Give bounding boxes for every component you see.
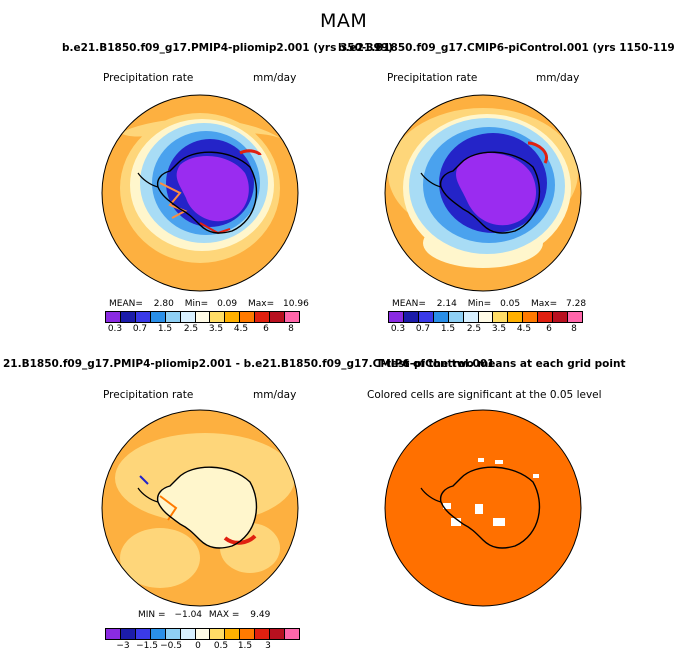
colorbar-tick-label: 3.5 bbox=[208, 324, 224, 334]
colorbar-swatch bbox=[195, 312, 211, 322]
main-title: MAM bbox=[320, 10, 368, 32]
colorbar-tick-label: 8 bbox=[571, 324, 577, 334]
diff-title: 21.B1850.f09_g17.PMIP4-pliomip2.001 - b.… bbox=[3, 358, 495, 370]
colorbar-swatch bbox=[120, 312, 136, 322]
colorbar-swatch bbox=[120, 629, 136, 639]
colorbar-tick-label: 1.5 bbox=[440, 324, 456, 334]
colorbar-top-right-labels: 0.3 0.7 1.5 2.5 3.5 4.5 6 8 bbox=[388, 324, 581, 336]
colorbar-swatch bbox=[135, 312, 151, 322]
bl-label-left: Precipitation rate bbox=[103, 389, 194, 401]
colorbar-swatch bbox=[165, 629, 181, 639]
colorbar-swatch bbox=[225, 629, 241, 639]
colorbar-tick-label: 0.5 bbox=[213, 641, 229, 651]
colorbar-tick-label: −0.5 bbox=[160, 641, 182, 651]
map-bottom-left bbox=[101, 409, 299, 607]
left-case-title: b.e21.B1850.f09_g17.PMIP4-pliomip2.001 (… bbox=[62, 42, 393, 54]
bl-label-right: mm/day bbox=[253, 389, 297, 401]
colorbar-swatch bbox=[270, 312, 286, 322]
colorbar-tick-label: −3 bbox=[116, 641, 130, 651]
tr-stats: MEAN= 2.14 Min= 0.05 Max= 7.28 bbox=[392, 299, 587, 309]
colorbar-swatch bbox=[135, 629, 151, 639]
colorbar-tick-label: 6 bbox=[263, 324, 269, 334]
tl-stats: MEAN= 2.80 Min= 0.09 Max= 10.96 bbox=[109, 299, 309, 309]
colorbar-swatch bbox=[270, 629, 286, 639]
colorbar-top-right bbox=[388, 311, 583, 323]
colorbar-tick-label: 1.5 bbox=[237, 641, 253, 651]
colorbar-swatch bbox=[210, 629, 226, 639]
colorbar-swatch bbox=[285, 629, 299, 639]
colorbar-swatch bbox=[150, 312, 166, 322]
ttest-title: T-test of the two means at each grid poi… bbox=[376, 358, 626, 370]
colorbar-tick-label: 3.5 bbox=[491, 324, 507, 334]
colorbar-swatch bbox=[106, 312, 121, 322]
colorbar-swatch bbox=[538, 312, 554, 322]
tr-label-right: mm/day bbox=[536, 72, 580, 84]
colorbar-swatch bbox=[433, 312, 449, 322]
colorbar-tick-label: 4.5 bbox=[233, 324, 249, 334]
colorbar-tick-label: 6 bbox=[546, 324, 552, 334]
colorbar-swatch bbox=[225, 312, 241, 322]
colorbar-top-left bbox=[105, 311, 300, 323]
colorbar-tick-label: 4.5 bbox=[516, 324, 532, 334]
colorbar-tick-label: 0.7 bbox=[132, 324, 148, 334]
colorbar-swatch bbox=[463, 312, 479, 322]
colorbar-swatch bbox=[448, 312, 464, 322]
colorbar-swatch bbox=[389, 312, 404, 322]
colorbar-swatch bbox=[195, 629, 211, 639]
colorbar-swatch bbox=[165, 312, 181, 322]
colorbar-swatch bbox=[255, 629, 271, 639]
colorbar-swatch bbox=[568, 312, 582, 322]
colorbar-top-left-labels: 0.3 0.7 1.5 2.5 3.5 4.5 6 8 bbox=[105, 324, 298, 336]
colorbar-swatch bbox=[150, 629, 166, 639]
tl-label-right: mm/day bbox=[253, 72, 297, 84]
colorbar-swatch bbox=[553, 312, 569, 322]
colorbar-tick-label: 0.3 bbox=[107, 324, 123, 334]
colorbar-tick-label: 0.3 bbox=[390, 324, 406, 334]
colorbar-swatch bbox=[180, 629, 196, 639]
tr-label-left: Precipitation rate bbox=[387, 72, 478, 84]
colorbar-swatch bbox=[285, 312, 299, 322]
colorbar-swatch bbox=[255, 312, 271, 322]
colorbar-bottom-left bbox=[105, 628, 300, 640]
bl-stats: MIN = −1.04 MAX = 9.49 bbox=[138, 610, 271, 620]
colorbar-swatch bbox=[523, 312, 539, 322]
colorbar-swatch bbox=[210, 312, 226, 322]
right-case-title: b.e21.B1850.f09_g17.CMIP6-piControl.001 … bbox=[338, 42, 675, 54]
colorbar-swatch bbox=[508, 312, 524, 322]
colorbar-tick-label: −1.5 bbox=[136, 641, 158, 651]
colorbar-swatch bbox=[106, 629, 121, 639]
colorbar-swatch bbox=[478, 312, 494, 322]
colorbar-swatch bbox=[240, 312, 256, 322]
colorbar-swatch bbox=[403, 312, 419, 322]
colorbar-swatch bbox=[180, 312, 196, 322]
colorbar-swatch bbox=[493, 312, 509, 322]
tl-label-left: Precipitation rate bbox=[103, 72, 194, 84]
br-label: Colored cells are significant at the 0.0… bbox=[367, 389, 602, 401]
colorbar-tick-label: 2.5 bbox=[466, 324, 482, 334]
colorbar-tick-label: 3 bbox=[265, 641, 271, 651]
colorbar-tick-label: 2.5 bbox=[183, 324, 199, 334]
colorbar-tick-label: 8 bbox=[288, 324, 294, 334]
colorbar-swatch bbox=[418, 312, 434, 322]
map-top-right bbox=[384, 94, 582, 292]
colorbar-swatch bbox=[240, 629, 256, 639]
colorbar-bottom-left-labels: −3 −1.5 −0.5 0 0.5 1.5 3 bbox=[105, 641, 298, 653]
colorbar-tick-label: 0 bbox=[195, 641, 201, 651]
map-top-left bbox=[101, 94, 299, 292]
colorbar-tick-label: 1.5 bbox=[157, 324, 173, 334]
map-bottom-right bbox=[384, 409, 582, 607]
colorbar-tick-label: 0.7 bbox=[415, 324, 431, 334]
